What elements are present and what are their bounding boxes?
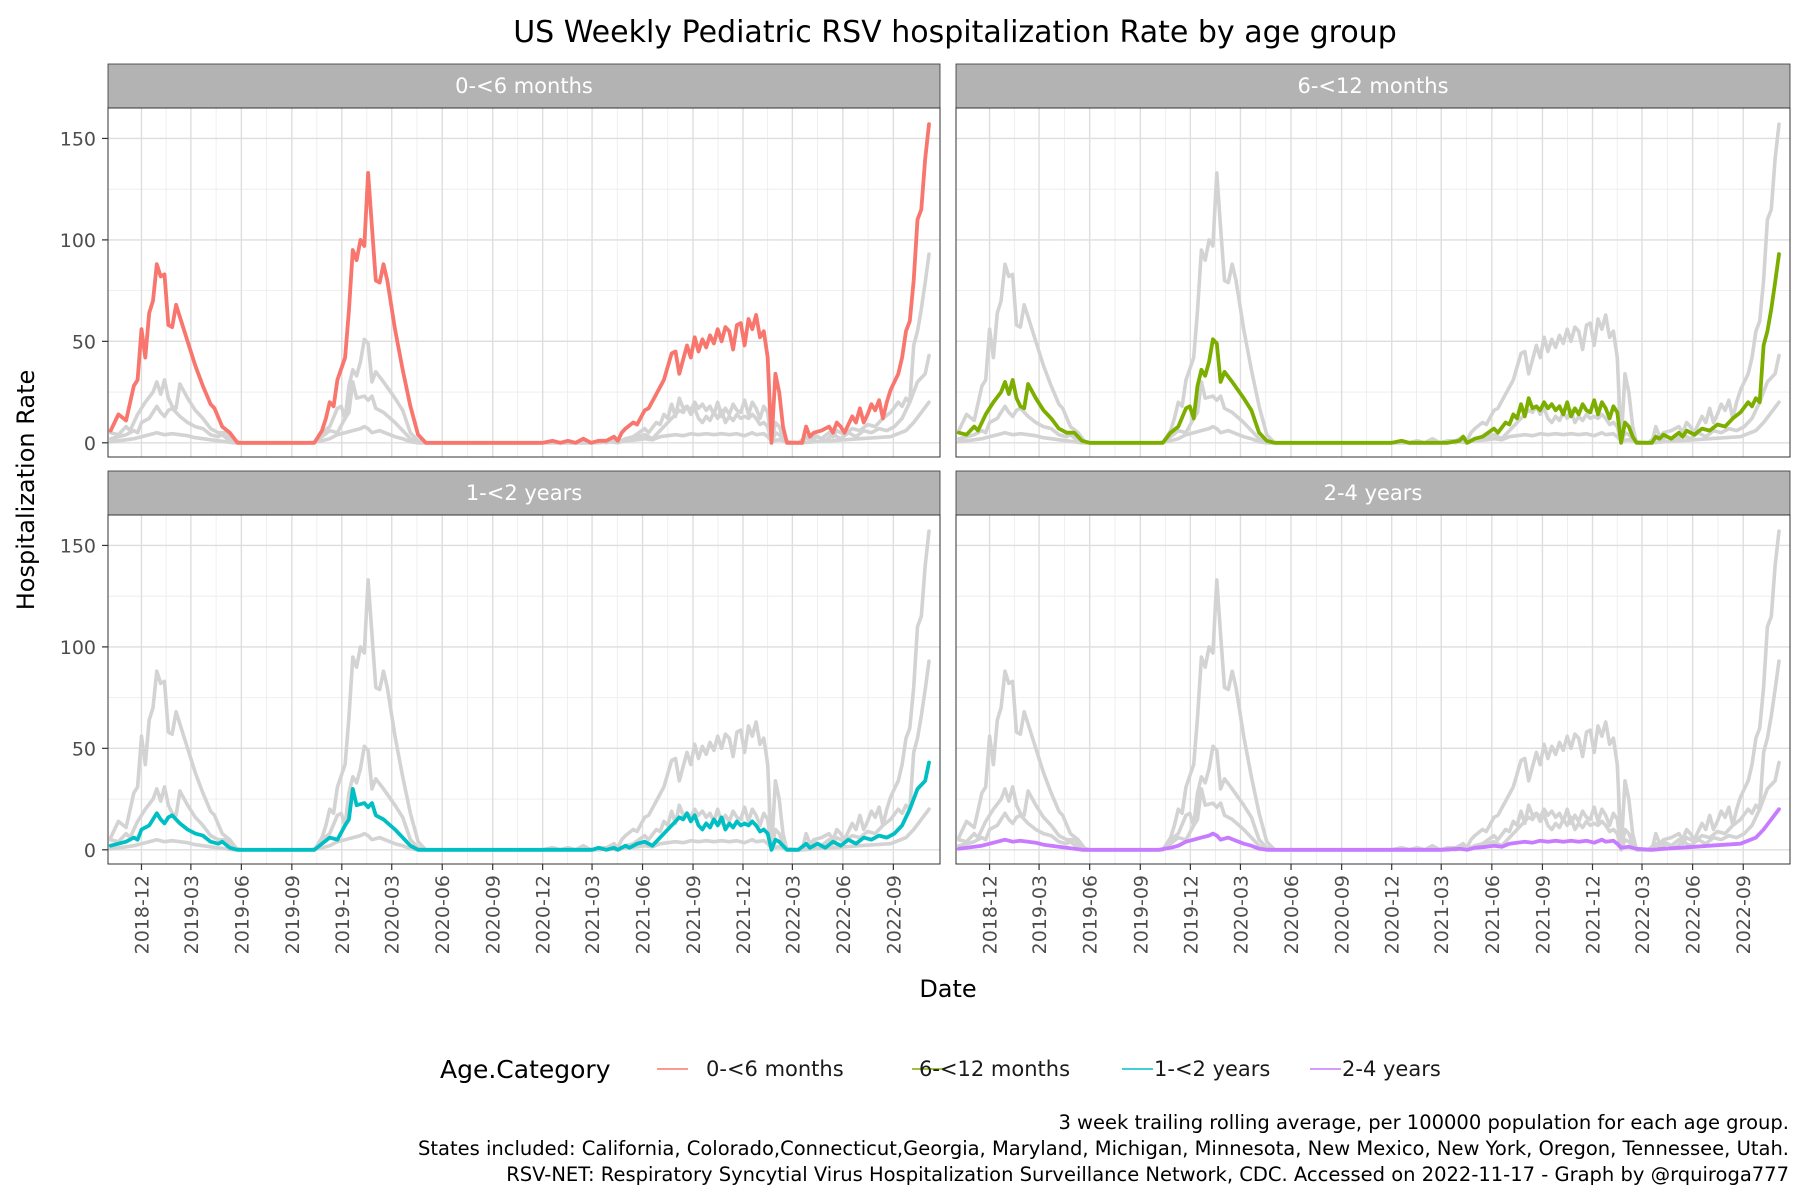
x-tick-label: 2018-12 — [132, 875, 154, 954]
legend-item: 1-<2 years — [1122, 1057, 1270, 1081]
x-tick-label: 2018-12 — [980, 875, 1002, 954]
legend-label: 1-<2 years — [1154, 1057, 1270, 1081]
x-tick-label: 2020-12 — [1382, 875, 1404, 954]
series-line-background — [956, 529, 1781, 852]
x-tick-label: 2020-09 — [1332, 875, 1354, 954]
y-tick-label: 0 — [84, 840, 96, 862]
y-tick-label: 0 — [84, 433, 96, 455]
series-lines — [108, 529, 931, 852]
x-tick-label: 2019-09 — [282, 875, 304, 954]
x-axis-title: Date — [919, 975, 976, 1003]
legend-item: 2-4 years — [1310, 1057, 1441, 1081]
series-line-background — [956, 400, 1781, 445]
x-tick-label: 2019-03 — [181, 875, 203, 954]
x-tick-label: 2022-03 — [1632, 875, 1654, 954]
facet-panel: 0-<6 months 0 50 100 150 — [60, 63, 941, 458]
x-tick-label: 2022-06 — [1683, 875, 1705, 954]
panel-border — [955, 514, 1791, 865]
y-axis-title: Hospitalization Rate — [12, 370, 40, 611]
x-tick-label: 2019-12 — [1180, 875, 1202, 954]
x-tick-label: 2022-09 — [883, 875, 905, 954]
legend-label: 6-<12 months — [919, 1057, 1070, 1081]
caption: 3 week trailing rolling average, per 100… — [418, 1111, 1789, 1186]
y-tick-label: 150 — [60, 535, 96, 557]
x-tick-label: 2021-03 — [582, 875, 604, 954]
facet-strip-label: 2-4 years — [1324, 481, 1423, 505]
series-line-highlight — [108, 122, 931, 445]
y-tick-label: 50 — [72, 331, 96, 353]
legend-title: Age.Category — [440, 1055, 611, 1084]
facet-strip — [955, 470, 1791, 516]
x-tick-label: 2022-09 — [1733, 875, 1755, 954]
x-tick-label: 2020-06 — [432, 875, 454, 954]
x-tick-label: 2020-03 — [1230, 875, 1252, 954]
caption-line-3: RSV-NET: Respiratory Syncytial Virus Hos… — [506, 1163, 1789, 1186]
x-tick-label: 2019-12 — [332, 875, 354, 954]
y-tick-label: 50 — [72, 738, 96, 760]
facet-panel: 6-<12 months — [955, 63, 1791, 458]
x-tick-label: 2019-09 — [1130, 875, 1152, 954]
x-tick-label: 2019-06 — [1080, 875, 1102, 954]
panel-border — [955, 107, 1791, 458]
facet-strip — [955, 63, 1791, 109]
y-tick-label: 100 — [60, 637, 96, 659]
y-tick-label: 150 — [60, 128, 96, 150]
panel-border — [107, 107, 941, 458]
x-tick-label: 2021-09 — [1532, 875, 1554, 954]
facet-strip-label: 1-<2 years — [466, 481, 582, 505]
x-tick-label: 2021-12 — [733, 875, 755, 954]
x-tick-label: 2022-03 — [782, 875, 804, 954]
x-tick-label: 2019-03 — [1029, 875, 1051, 954]
facet-strip — [107, 63, 941, 109]
facet-panels: 0-<6 months 0 50 100 150 6-<12 months 1-<2 yea… — [60, 63, 1791, 954]
series-line-background — [108, 400, 931, 445]
caption-line-2: States included: California, Colorado,Co… — [418, 1137, 1789, 1160]
chart-title: US Weekly Pediatric RSV hospitalization … — [513, 15, 1397, 50]
panel-background — [108, 515, 940, 864]
legend-label: 0-<6 months — [706, 1057, 844, 1081]
facet-panel: 1-<2 years 0 50 100 150 2018-12 2019-03 2019-06… — [60, 470, 941, 954]
series-line-background — [956, 122, 1781, 445]
series-line-background — [108, 529, 931, 852]
x-tick-label: 2021-03 — [1431, 875, 1453, 954]
series-line-highlight — [108, 760, 931, 852]
series-lines — [108, 122, 931, 445]
panel-border — [107, 514, 941, 865]
panel-background — [956, 108, 1790, 457]
panel-background — [108, 108, 940, 457]
facet-strip — [107, 470, 941, 516]
series-line-highlight — [956, 807, 1781, 852]
panel-background — [956, 515, 1790, 864]
x-tick-label: 2021-09 — [683, 875, 705, 954]
series-lines — [956, 529, 1781, 852]
x-tick-label: 2019-06 — [231, 875, 253, 954]
facet-panel: 2-4 years 2018-12 2019-03 2019-06 2019-09 201… — [955, 470, 1791, 954]
series-lines — [956, 122, 1781, 445]
facet-strip-label: 0-<6 months — [455, 74, 593, 98]
x-tick-label: 2021-06 — [1482, 875, 1504, 954]
legend-label: 2-4 years — [1342, 1057, 1441, 1081]
x-tick-label: 2022-06 — [833, 875, 855, 954]
y-tick-label: 100 — [60, 230, 96, 252]
caption-line-1: 3 week trailing rolling average, per 100… — [1058, 1111, 1789, 1134]
facet-strip-label: 6-<12 months — [1297, 74, 1448, 98]
x-tick-label: 2020-12 — [533, 875, 555, 954]
legend: Age.Category 0-<6 months 6-<12 months 1-<2… — [440, 1055, 1441, 1084]
x-tick-label: 2020-09 — [483, 875, 505, 954]
x-tick-label: 2020-03 — [382, 875, 404, 954]
x-tick-label: 2021-12 — [1583, 875, 1605, 954]
legend-item: 6-<12 months — [912, 1057, 1070, 1081]
x-tick-label: 2021-06 — [633, 875, 655, 954]
legend-item: 0-<6 months — [657, 1057, 844, 1081]
series-line-highlight — [956, 252, 1781, 445]
x-tick-label: 2020-06 — [1281, 875, 1303, 954]
